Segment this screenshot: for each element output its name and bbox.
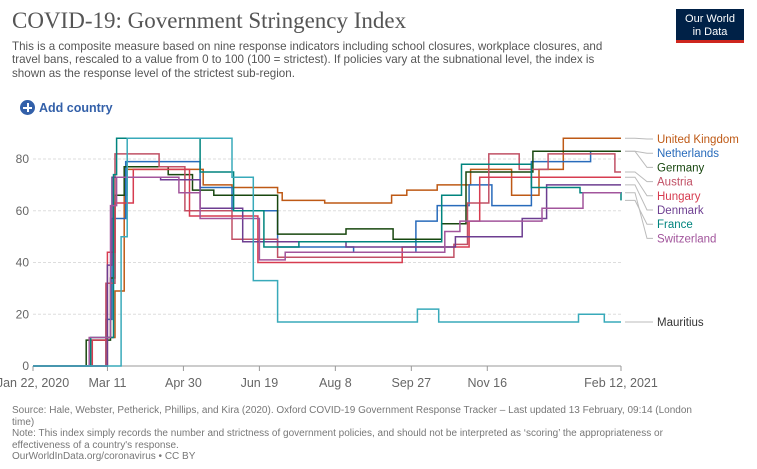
x-tick-label: Apr 30 bbox=[165, 376, 202, 390]
page-title: COVID-19: Government Stringency Index bbox=[12, 8, 407, 33]
series-line-austria bbox=[33, 153, 621, 367]
series-line-switzerland bbox=[33, 176, 621, 367]
legend-connector bbox=[625, 184, 653, 211]
y-tick-label: 80 bbox=[16, 152, 30, 166]
y-tick-label: 60 bbox=[16, 204, 30, 218]
add-country-button[interactable]: Add country bbox=[20, 100, 113, 115]
legend-label-hungary: Hungary bbox=[657, 191, 701, 203]
legend-connector bbox=[625, 150, 653, 168]
legend-label-united-kingdom: United Kingdom bbox=[657, 134, 739, 146]
logo-line-2: in Data bbox=[692, 26, 728, 38]
y-tick-label: 40 bbox=[16, 256, 30, 270]
legend-connector bbox=[625, 199, 653, 225]
y-tick-label: 20 bbox=[16, 307, 30, 321]
footer-source: Source: Hale, Webster, Petherick, Philli… bbox=[12, 405, 692, 428]
x-tick-label: Nov 16 bbox=[467, 376, 507, 390]
legend-connector bbox=[625, 192, 653, 239]
y-tick-label: 0 bbox=[22, 359, 29, 373]
legend-label-denmark: Denmark bbox=[657, 205, 704, 217]
add-country-label: Add country bbox=[39, 100, 113, 115]
x-tick-label: Jan 22, 2020 bbox=[0, 376, 69, 390]
x-tick-label: Feb 12, 2021 bbox=[584, 376, 658, 390]
footer-note: Note: This index simply records the numb… bbox=[12, 428, 663, 451]
series-line-mauritius bbox=[33, 137, 621, 367]
x-tick-label: Mar 11 bbox=[88, 376, 126, 390]
legend-label-switzerland: Switzerland bbox=[657, 233, 716, 245]
page-subtitle: This is a composite measure based on nin… bbox=[12, 40, 603, 80]
chart-area: 0 20 40 60 80 Jan 22, 2020 Mar 11 Apr 30 Jun 19 A… bbox=[0, 134, 739, 390]
footer-url[interactable]: OurWorldInData.org/coronavirus • CC BY bbox=[12, 451, 196, 463]
legend-label-netherlands: Netherlands bbox=[657, 148, 719, 160]
plus-circle-icon bbox=[20, 100, 35, 115]
logo-line-1: Our World bbox=[685, 13, 735, 25]
legend-connector bbox=[625, 137, 653, 140]
x-tick-label: Aug 8 bbox=[319, 376, 352, 390]
owid-logo[interactable]: Our World in Data bbox=[676, 9, 744, 43]
x-tick-label: Sep 27 bbox=[392, 376, 432, 390]
series-line-france bbox=[33, 137, 622, 367]
legend-label-germany: Germany bbox=[657, 162, 705, 174]
x-tick-label: Jun 19 bbox=[241, 376, 279, 390]
legend-label-france: France bbox=[657, 219, 693, 231]
legend-label-mauritius: Mauritius bbox=[657, 317, 704, 329]
legend-connector bbox=[625, 171, 653, 183]
chart-footer: Source: Hale, Webster, Petherick, Philli… bbox=[12, 405, 692, 463]
legend-label-austria: Austria bbox=[657, 177, 693, 189]
legend-connector bbox=[625, 176, 653, 197]
